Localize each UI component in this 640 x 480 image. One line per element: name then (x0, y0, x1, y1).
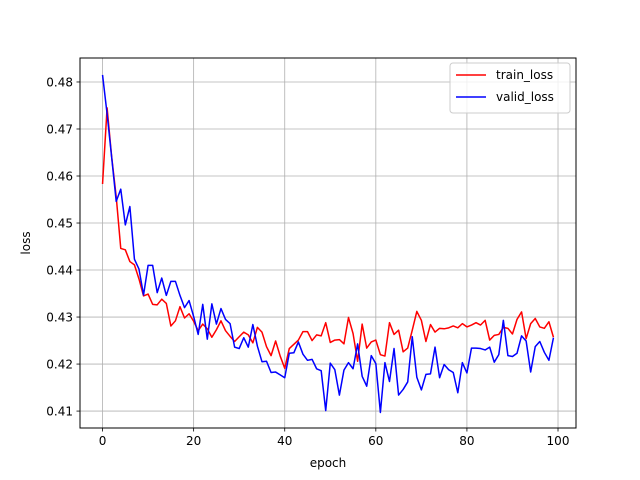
y-tick-label: 0.46 (46, 170, 73, 184)
legend-label-valid-loss: valid_loss (496, 90, 554, 104)
series-line-valid-loss (101, 74, 555, 414)
x-tick-label: 20 (186, 434, 201, 448)
y-tick-label: 0.47 (46, 122, 73, 136)
x-tick-label: 40 (277, 434, 292, 448)
legend-label-train-loss: train_loss (496, 68, 553, 82)
x-axis-label: epoch (310, 456, 347, 470)
x-tick-label: 0 (99, 434, 107, 448)
series-lines (101, 74, 555, 414)
y-tick-label: 0.44 (46, 264, 73, 278)
y-tick-label: 0.42 (46, 358, 73, 372)
y-tick-label: 0.48 (46, 75, 73, 89)
grid (80, 58, 576, 428)
x-tick-label: 60 (368, 434, 383, 448)
ticks: 0 20 40 60 80 100 0.41 0.42 0.43 0.44 0.45 0.46 0.47… (46, 75, 569, 448)
plot-frame (79, 57, 577, 429)
legend: train_loss valid_loss (449, 62, 571, 114)
series-line-train-loss (101, 107, 555, 370)
y-axis-label: loss (19, 231, 33, 254)
y-tick-label: 0.43 (46, 311, 73, 325)
y-tick-label: 0.45 (46, 217, 73, 231)
x-tick-label: 80 (459, 434, 474, 448)
y-tick-label: 0.41 (46, 405, 73, 419)
x-tick-label: 100 (547, 434, 570, 448)
